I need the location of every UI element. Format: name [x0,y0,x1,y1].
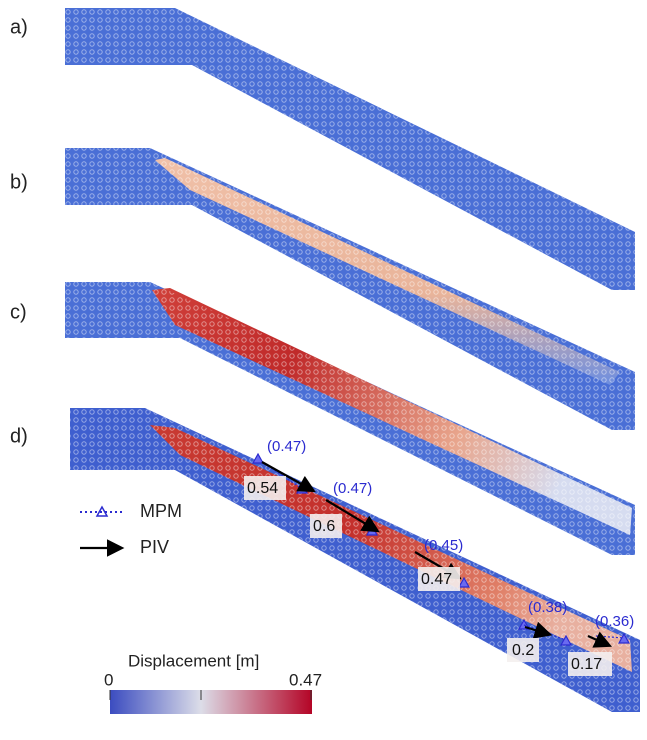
particle-texture [65,148,635,430]
mpm-line [523,624,567,641]
legend: MPM PIV [80,501,182,557]
colorbar-title: Displacement [m] [128,651,259,670]
panel-label: c) [10,301,27,323]
panel-c: c) [10,282,635,555]
particle-texture [70,408,640,712]
particle-texture [65,8,635,290]
label-box [244,476,286,500]
panel-label: d) [10,425,28,447]
mpm-value: (0.47) [333,480,372,497]
particle-texture [65,282,635,555]
piv-value: 0.6 [313,518,335,535]
panel-label: b) [10,171,28,193]
mpm-value: (0.38) [528,599,567,616]
legend-mpm-marker [95,505,109,517]
label-box [418,567,460,591]
piv-arrow [325,499,380,533]
label-box [310,514,342,538]
piv-arrow [261,461,316,493]
panel-a: a) [10,8,635,290]
piv-arrow [587,631,613,648]
legend-label: PIV [140,537,169,557]
piv-value: 0.17 [571,656,602,673]
legend-label: MPM [140,501,182,521]
mpm-marker [559,634,573,646]
panel-b: b) [10,148,635,430]
colorbar-gradient [110,690,312,714]
panel-d: d) 0.54 [10,408,640,712]
colorbar-max: 0.47 [289,670,322,689]
label-box [568,652,612,676]
mpm-value: (0.36) [595,613,634,630]
mpm-marker [617,632,631,644]
label-box [507,638,539,662]
piv-arrow [524,621,553,639]
piv-value: 0.54 [247,480,278,497]
panel-label: a) [10,16,28,38]
piv-value: 0.2 [512,642,534,659]
colorbar-min: 0 [104,670,113,689]
mpm-value: (0.45) [424,537,463,554]
piv-value: 0.47 [421,571,452,588]
mpm-marker [251,452,265,464]
mpm-value: (0.47) [267,438,306,455]
colorbar: Displacement [m] 0 0.47 [104,651,322,714]
mpm-marker [457,576,471,588]
